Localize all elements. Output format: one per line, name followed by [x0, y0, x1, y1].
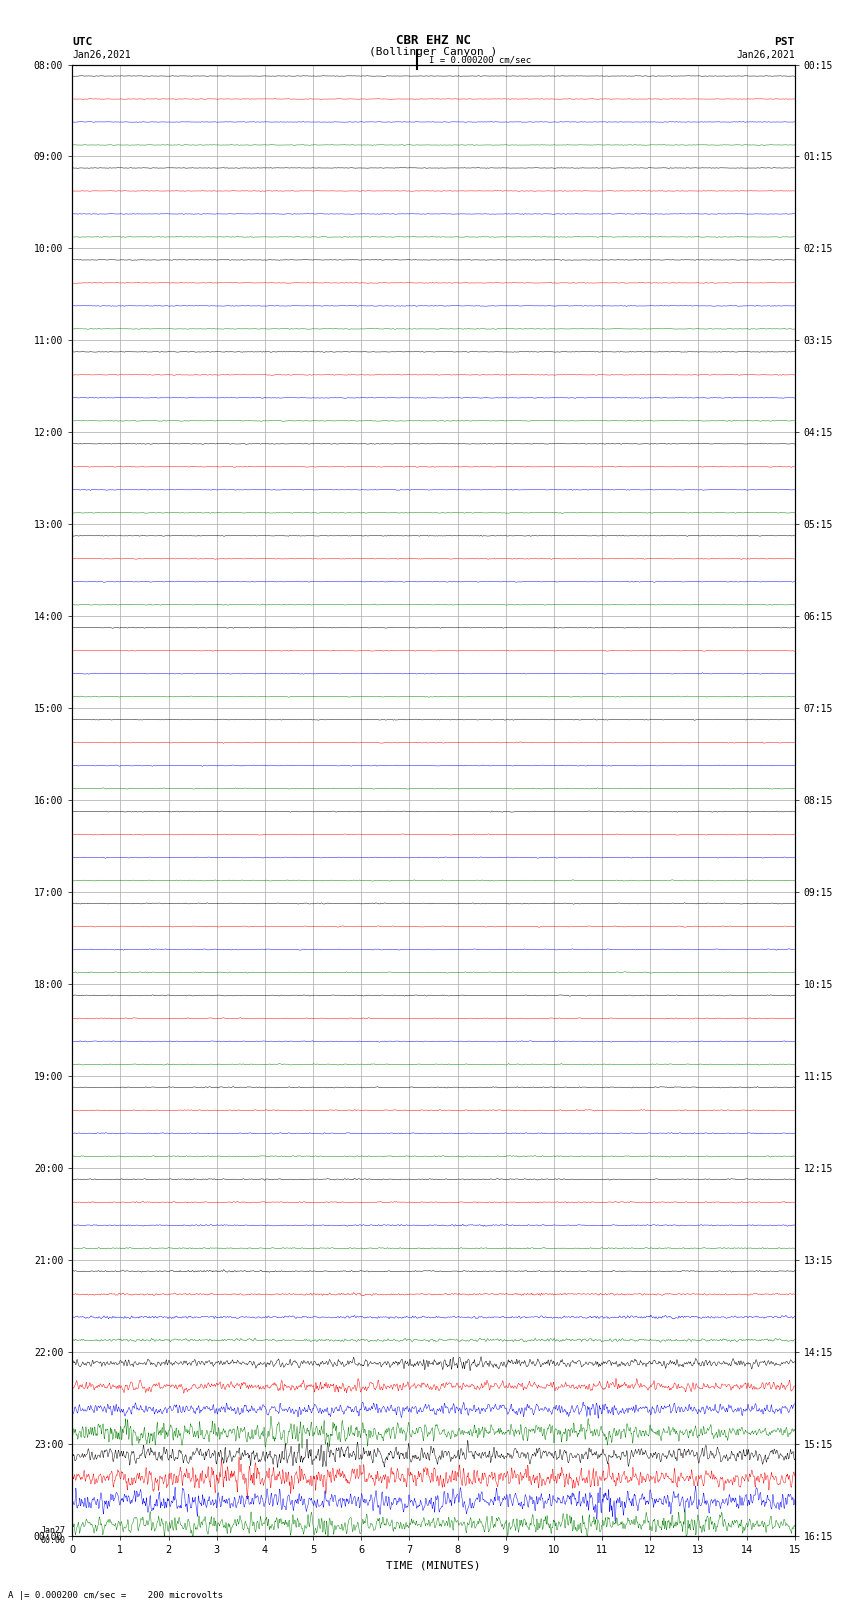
Text: CBR EHZ NC: CBR EHZ NC [396, 34, 471, 47]
Text: (Bollinger Canyon ): (Bollinger Canyon ) [370, 47, 497, 56]
Text: Jan26,2021: Jan26,2021 [736, 50, 795, 60]
Text: I = 0.000200 cm/sec: I = 0.000200 cm/sec [429, 55, 531, 65]
Text: PST: PST [774, 37, 795, 47]
Text: A |= 0.000200 cm/sec =    200 microvolts: A |= 0.000200 cm/sec = 200 microvolts [8, 1590, 224, 1600]
Text: UTC: UTC [72, 37, 93, 47]
X-axis label: TIME (MINUTES): TIME (MINUTES) [386, 1560, 481, 1569]
Text: Jan26,2021: Jan26,2021 [72, 50, 131, 60]
Text: Jan27
00:00: Jan27 00:00 [40, 1526, 65, 1545]
